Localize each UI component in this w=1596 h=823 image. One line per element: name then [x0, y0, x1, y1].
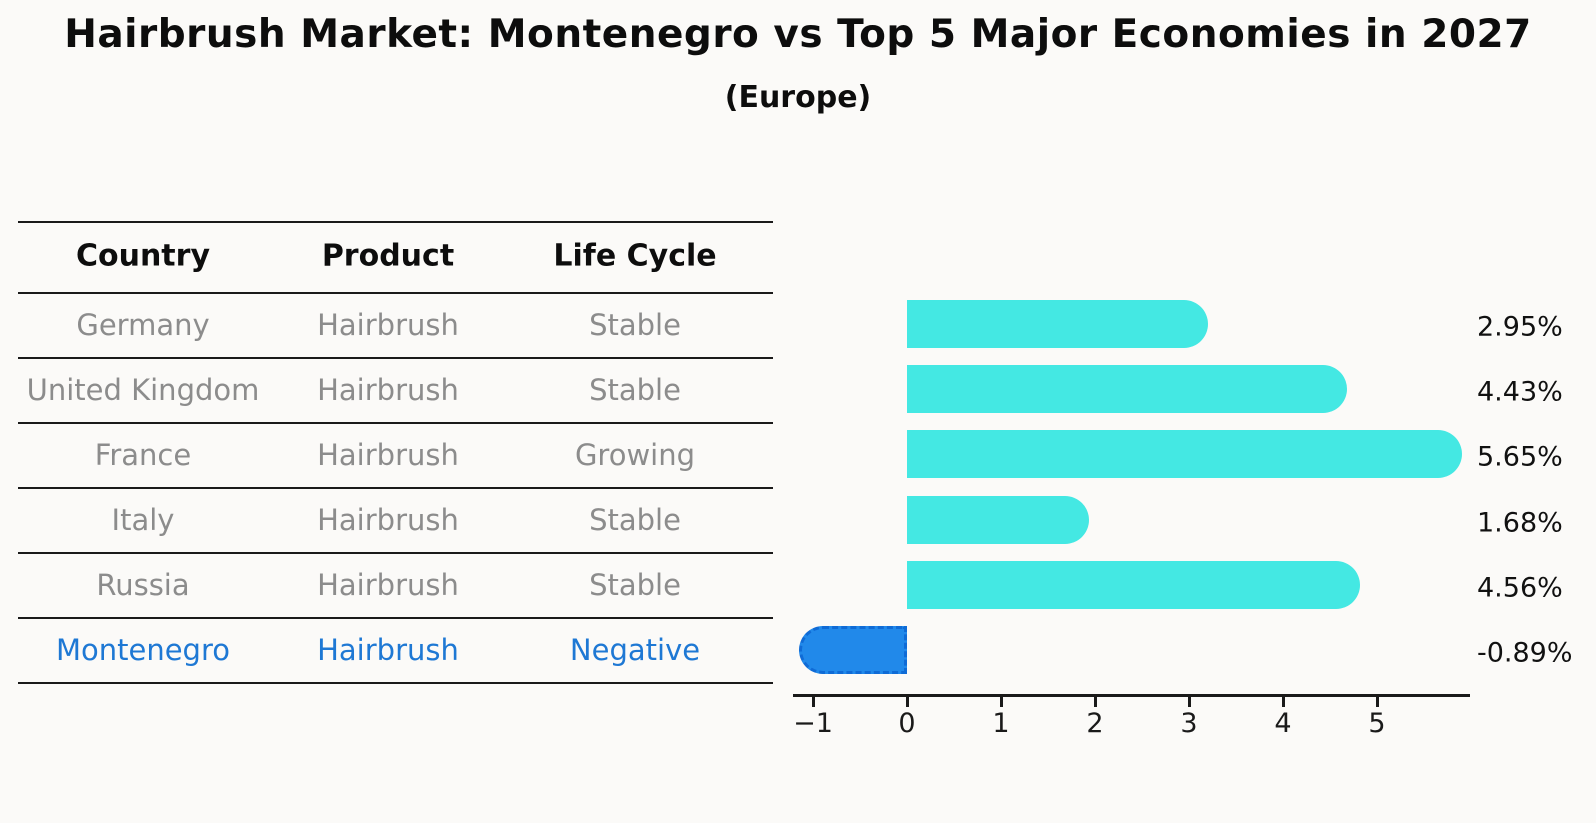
- x-axis-tick-label: 5: [1368, 708, 1386, 739]
- x-axis-tick: [905, 697, 909, 707]
- table-row-divider: [18, 552, 773, 554]
- cell-life-cycle: Stable: [589, 373, 681, 407]
- cell-country: Italy: [111, 503, 175, 537]
- x-axis-tick-label: 1: [992, 708, 1010, 739]
- cell-country-highlight: Montenegro: [55, 633, 230, 667]
- x-axis-tick: [1375, 697, 1379, 707]
- bar-value-label: 5.65%: [1477, 441, 1563, 473]
- x-axis-tick: [1187, 697, 1191, 707]
- column-header-country: Country: [75, 238, 211, 274]
- cell-country: United Kingdom: [26, 373, 260, 407]
- chart-subtitle: (Europe): [724, 80, 872, 115]
- bar-value-label: 1.68%: [1477, 507, 1563, 539]
- bar-russia: [907, 560, 1360, 609]
- cell-life-cycle: Stable: [589, 308, 681, 342]
- cell-product: Hairbrush: [317, 373, 459, 407]
- cell-product: Hairbrush: [317, 438, 459, 472]
- table-bottom-border: [18, 682, 773, 684]
- bar-value-label: 4.56%: [1477, 572, 1563, 604]
- cell-life-cycle: Stable: [589, 568, 681, 602]
- cell-country: Germany: [76, 308, 210, 342]
- table-row-divider: [18, 357, 773, 359]
- x-axis-tick-label: −1: [793, 708, 833, 739]
- cell-product: Hairbrush: [317, 503, 459, 537]
- cell-product: Hairbrush: [317, 568, 459, 602]
- cell-country: France: [94, 438, 192, 472]
- x-axis-tick: [1093, 697, 1097, 707]
- bar-germany: [907, 300, 1209, 348]
- table-top-border: [18, 221, 773, 223]
- cell-life-cycle: Stable: [589, 503, 681, 537]
- bar-value-label: -0.89%: [1477, 637, 1573, 669]
- bar-italy: [907, 495, 1089, 544]
- x-axis-tick: [811, 697, 815, 707]
- cell-country: Russia: [96, 568, 190, 602]
- column-header-life-cycle: Life Cycle: [553, 238, 717, 274]
- cell-life-cycle-highlight: Negative: [569, 633, 701, 667]
- bar-montenegro: [799, 626, 907, 674]
- chart-title: Hairbrush Market: Montenegro vs Top 5 Ma…: [64, 12, 1532, 57]
- bar-value-label: 2.95%: [1477, 311, 1563, 343]
- column-header-product: Product: [321, 238, 455, 274]
- x-axis-tick: [999, 697, 1003, 707]
- table-row-divider: [18, 617, 773, 619]
- x-axis-tick-label: 3: [1180, 708, 1198, 739]
- bar-france: [907, 430, 1463, 479]
- x-axis-tick-label: 0: [898, 708, 916, 739]
- cell-life-cycle: Growing: [574, 438, 696, 472]
- cell-product-highlight: Hairbrush: [317, 633, 459, 667]
- bar-value-label: 4.43%: [1477, 376, 1563, 408]
- x-axis-tick-label: 2: [1086, 708, 1104, 739]
- x-axis-tick-label: 4: [1274, 708, 1292, 739]
- x-axis-line: [793, 694, 1470, 697]
- table-row-divider: [18, 487, 773, 489]
- table-header-border: [18, 292, 773, 294]
- cell-product: Hairbrush: [317, 308, 459, 342]
- x-axis-tick: [1281, 697, 1285, 707]
- bar-united-kingdom: [907, 365, 1348, 414]
- table-row-divider: [18, 422, 773, 424]
